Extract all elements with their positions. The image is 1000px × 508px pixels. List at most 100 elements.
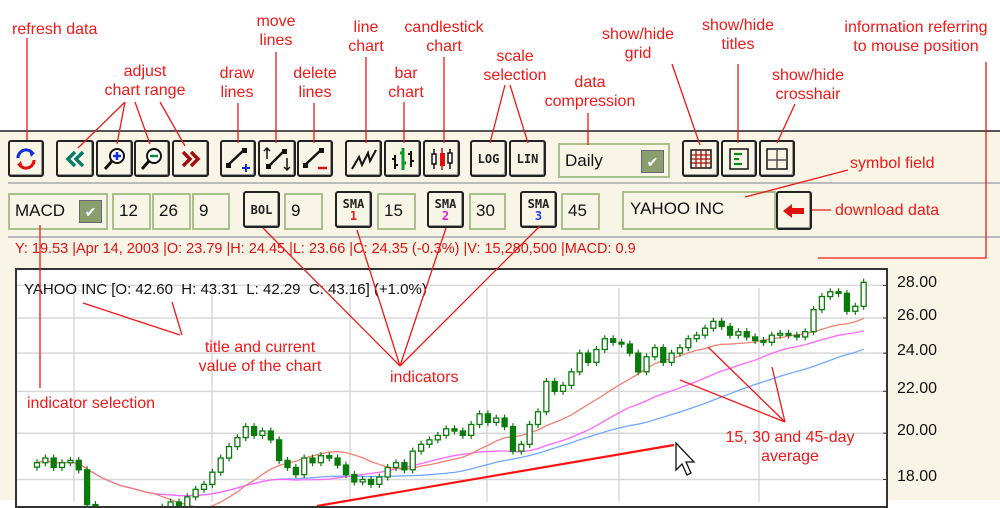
candle bbox=[401, 462, 408, 471]
candle bbox=[442, 428, 450, 437]
draw-line-button[interactable] bbox=[220, 140, 256, 177]
annotation-move: move lines bbox=[256, 13, 296, 49]
zoom-out-button[interactable] bbox=[134, 140, 170, 177]
candle bbox=[676, 347, 684, 354]
candle bbox=[651, 347, 659, 358]
refresh-icon bbox=[16, 147, 36, 170]
candle bbox=[200, 483, 208, 490]
sma-number: 2 bbox=[441, 208, 450, 223]
candle bbox=[626, 343, 633, 354]
zoom-out-icon bbox=[140, 147, 162, 170]
annotation-grid: show/hide grid bbox=[601, 26, 675, 62]
candle bbox=[259, 430, 266, 437]
annotation-title: title and current value of the chart bbox=[198, 339, 322, 375]
candle bbox=[451, 428, 458, 432]
y-tick-label: 26.00 bbox=[897, 306, 938, 324]
log-scale-button[interactable]: LOG bbox=[470, 140, 507, 177]
candle bbox=[209, 471, 216, 486]
annotation-info: information referring to mouse position bbox=[844, 19, 988, 55]
candle bbox=[543, 380, 550, 413]
sma-3-period-input[interactable]: 45 bbox=[561, 193, 600, 230]
candle bbox=[852, 305, 859, 312]
sma-number: 3 bbox=[534, 208, 543, 223]
candle bbox=[559, 384, 567, 392]
zoom-in-icon bbox=[103, 147, 125, 170]
candle bbox=[777, 332, 784, 336]
line-chart-button[interactable] bbox=[345, 140, 382, 177]
candlestick-chart-button[interactable] bbox=[423, 140, 460, 177]
annotation-download: download data bbox=[835, 202, 940, 219]
scroll-forward-button[interactable] bbox=[172, 140, 209, 177]
candle bbox=[75, 459, 82, 471]
candle bbox=[409, 450, 416, 471]
candle bbox=[376, 476, 383, 486]
candle bbox=[785, 332, 792, 336]
divider bbox=[8, 182, 1000, 184]
candle bbox=[359, 478, 366, 483]
crosshair-icon bbox=[766, 147, 788, 170]
candle bbox=[576, 352, 583, 373]
chevron-down-icon[interactable]: ✔ bbox=[641, 150, 664, 173]
bar-chart-button[interactable] bbox=[384, 140, 421, 177]
price-chart[interactable] bbox=[15, 268, 888, 508]
annotation-scale: scale selection bbox=[483, 48, 547, 84]
bollinger-button[interactable]: BOL bbox=[243, 191, 280, 228]
moving-average-30 bbox=[36, 330, 864, 497]
candle bbox=[610, 338, 617, 343]
data-compression-select[interactable]: Daily ✔ bbox=[558, 143, 670, 178]
candle bbox=[860, 281, 867, 307]
sma-2-period-input[interactable]: 30 bbox=[469, 193, 506, 230]
candle bbox=[735, 331, 742, 336]
candle bbox=[501, 417, 508, 428]
candle bbox=[643, 356, 650, 373]
candle bbox=[685, 338, 692, 349]
linear-scale-label: LIN bbox=[516, 151, 539, 166]
download-data-button[interactable] bbox=[776, 191, 812, 230]
candle bbox=[568, 371, 575, 387]
sma-label: SMA bbox=[342, 196, 365, 211]
chevron-down-icon[interactable]: ✔ bbox=[79, 200, 102, 223]
candle bbox=[309, 457, 316, 464]
candle bbox=[509, 426, 517, 452]
candle bbox=[710, 320, 717, 329]
sma-2-button[interactable]: SMA 2 bbox=[427, 191, 464, 228]
annotation-titles: show/hide titles bbox=[701, 17, 775, 53]
macd-fast-input[interactable]: 12 bbox=[112, 193, 151, 230]
macd-slow-input[interactable]: 26 bbox=[152, 193, 191, 230]
candle bbox=[33, 462, 41, 468]
sma-1-button[interactable]: SMA 1 bbox=[335, 191, 372, 228]
indicator-select[interactable]: MACD ✔ bbox=[8, 193, 108, 230]
candle bbox=[618, 341, 625, 345]
delete-line-button[interactable] bbox=[297, 140, 333, 177]
double-chevron-left-icon bbox=[65, 150, 85, 167]
candle bbox=[367, 478, 375, 486]
linear-scale-button[interactable]: LIN bbox=[509, 140, 546, 177]
mouse-position-info: Y: 19.53 |Apr 14, 2003 |O: 23.79 |H: 24.… bbox=[15, 241, 636, 257]
toggle-titles-button[interactable] bbox=[721, 140, 757, 177]
candle bbox=[175, 501, 183, 506]
sma-label: SMA bbox=[434, 196, 457, 211]
sma-3-button[interactable]: SMA 3 bbox=[520, 191, 557, 228]
annotation-symbol: symbol field bbox=[850, 155, 935, 172]
toggle-crosshair-button[interactable] bbox=[759, 140, 795, 177]
arrow-left-icon bbox=[783, 203, 804, 218]
candle bbox=[793, 334, 800, 338]
y-tick-label: 22.00 bbox=[897, 380, 938, 398]
candle bbox=[701, 327, 709, 336]
candle bbox=[468, 423, 475, 437]
candle bbox=[818, 295, 826, 311]
macd-signal-input[interactable]: 9 bbox=[192, 193, 230, 230]
refresh-button[interactable] bbox=[8, 140, 44, 177]
zoom-in-button[interactable] bbox=[96, 140, 133, 177]
bollinger-period-input[interactable]: 9 bbox=[284, 193, 323, 230]
scroll-back-button[interactable] bbox=[56, 140, 94, 177]
symbol-input[interactable]: YAHOO INC bbox=[622, 191, 776, 230]
move-line-button[interactable] bbox=[258, 140, 296, 177]
double-chevron-right-icon bbox=[181, 150, 200, 167]
candle bbox=[42, 457, 49, 464]
toggle-grid-button[interactable] bbox=[682, 140, 719, 177]
candle bbox=[317, 455, 325, 464]
sma-1-period-input[interactable]: 15 bbox=[377, 193, 416, 230]
candle bbox=[760, 339, 767, 343]
annotation-delete: delete lines bbox=[293, 65, 337, 101]
